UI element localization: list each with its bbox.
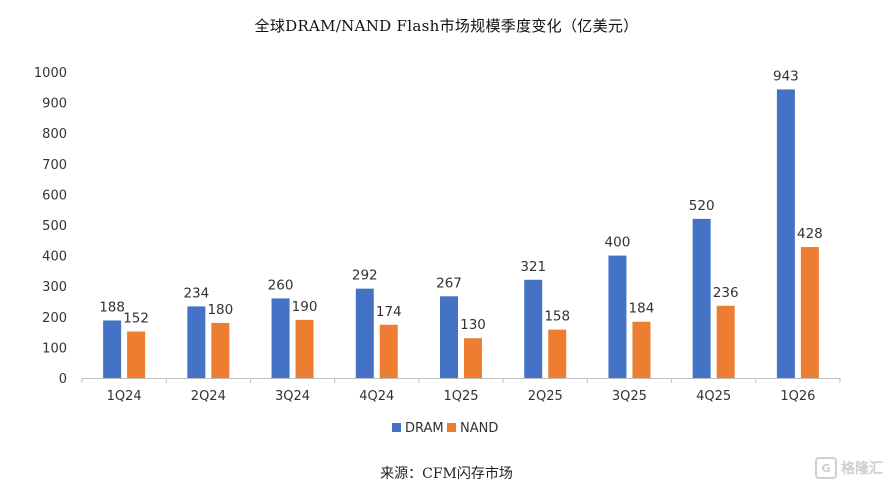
legend: DRAM NAND — [392, 421, 498, 436]
x-axis-ticks — [81, 378, 841, 383]
g-logo-icon: G — [815, 457, 837, 479]
watermark-text: 格隆汇 — [841, 461, 883, 477]
y-axis: 0 100 200 300 400 500 600 700 800 900 1000 — [34, 66, 67, 387]
y-tick-label: 600 — [42, 188, 67, 203]
bars — [103, 89, 819, 378]
data-label-dram: 943 — [773, 68, 799, 84]
x-tick-label: 1Q24 — [107, 389, 142, 404]
data-label-dram: 234 — [183, 285, 209, 301]
x-tick-label: 1Q26 — [780, 389, 815, 404]
y-tick-label: 900 — [42, 97, 67, 112]
data-label-dram: 188 — [99, 299, 125, 315]
data-label-dram: 267 — [436, 275, 462, 291]
data-label-nand: 158 — [544, 309, 570, 325]
bar-dram — [355, 288, 374, 378]
data-label-dram: 520 — [689, 198, 715, 214]
bar-nand — [127, 331, 146, 378]
bar-nand — [211, 322, 230, 378]
x-tick-label: 4Q24 — [359, 389, 394, 404]
bar-dram — [776, 89, 795, 378]
source-note: 来源：CFM闪存市场 — [380, 466, 513, 482]
bar-nand — [295, 319, 314, 378]
x-axis-labels: 1Q24 2Q24 3Q24 4Q24 1Q25 2Q25 3Q25 4Q25 1Q26 — [107, 389, 816, 404]
data-label-nand: 428 — [797, 226, 823, 242]
data-label-nand: 152 — [123, 310, 149, 326]
data-label-nand: 130 — [460, 317, 486, 333]
bar-nand — [464, 338, 482, 378]
y-tick-label: 300 — [42, 280, 67, 295]
bar-nand — [548, 329, 567, 378]
y-tick-label: 100 — [42, 341, 67, 356]
y-tick-label: 800 — [42, 127, 67, 142]
data-label-nand: 184 — [629, 301, 655, 317]
bar-dram — [440, 296, 458, 378]
bar-nand — [800, 247, 819, 378]
legend-label-dram: DRAM — [405, 421, 444, 436]
x-tick-label: 3Q25 — [612, 389, 647, 404]
bar-nand — [379, 324, 398, 378]
data-label-nand: 236 — [713, 285, 739, 301]
legend-swatch-dram — [392, 423, 401, 432]
bar-dram — [692, 218, 711, 378]
y-tick-label: 1000 — [34, 66, 67, 81]
data-label-dram: 260 — [268, 277, 294, 293]
y-tick-label: 400 — [42, 250, 67, 265]
legend-label-nand: NAND — [460, 421, 498, 436]
y-tick-label: 500 — [42, 219, 67, 234]
legend-swatch-nand — [447, 423, 456, 432]
y-tick-label: 200 — [42, 311, 67, 326]
y-tick-label: 0 — [59, 372, 67, 387]
x-tick-label: 2Q24 — [191, 389, 226, 404]
bar-dram — [187, 306, 206, 378]
data-label-nand: 180 — [207, 302, 233, 318]
data-label-dram: 321 — [520, 259, 546, 275]
data-label-nand: 190 — [292, 299, 318, 315]
bar-dram — [524, 279, 543, 378]
bar-nand — [716, 305, 735, 378]
data-label-dram: 292 — [352, 268, 378, 284]
y-tick-label: 700 — [42, 158, 67, 173]
chart-title: 全球DRAM/NAND Flash市场规模季度变化（亿美元） — [254, 17, 639, 35]
bar-dram — [608, 255, 627, 378]
data-label-dram: 400 — [605, 235, 631, 251]
x-tick-label: 3Q24 — [275, 389, 310, 404]
bar-nand — [632, 321, 651, 378]
bar-dram — [271, 298, 290, 378]
x-tick-label: 2Q25 — [528, 389, 563, 404]
watermark: G 格隆汇 — [815, 456, 883, 480]
data-label-nand: 174 — [376, 304, 402, 320]
x-tick-label: 4Q25 — [696, 389, 731, 404]
x-tick-label: 1Q25 — [443, 389, 478, 404]
bar-dram — [103, 320, 122, 378]
